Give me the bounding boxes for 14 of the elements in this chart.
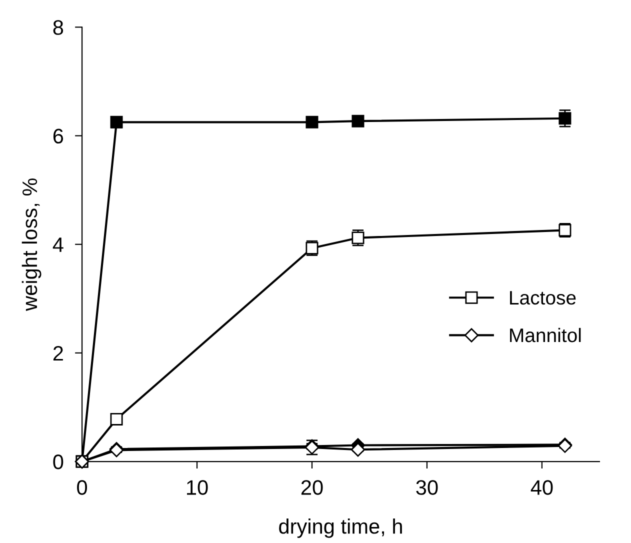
y-tick-label: 6 xyxy=(53,128,64,144)
y-tick-label: 0 xyxy=(53,454,64,470)
x-tick-label: 30 xyxy=(416,480,438,495)
legend-label: Mannitol xyxy=(510,328,581,342)
y-tick-label: 2 xyxy=(53,346,63,360)
x-tick-label: 40 xyxy=(530,480,553,495)
legend-label: Lactose xyxy=(510,291,576,305)
x-tick-label: 10 xyxy=(187,480,208,495)
x-tick-label: 20 xyxy=(301,480,323,495)
y-axis-title: weight loss, % xyxy=(22,178,42,311)
x-tick-label: 0 xyxy=(77,480,88,495)
x-axis-title: drying time, h xyxy=(279,518,402,538)
y-tick-label: 4 xyxy=(52,238,64,252)
y-tick-label: 8 xyxy=(53,20,64,35)
